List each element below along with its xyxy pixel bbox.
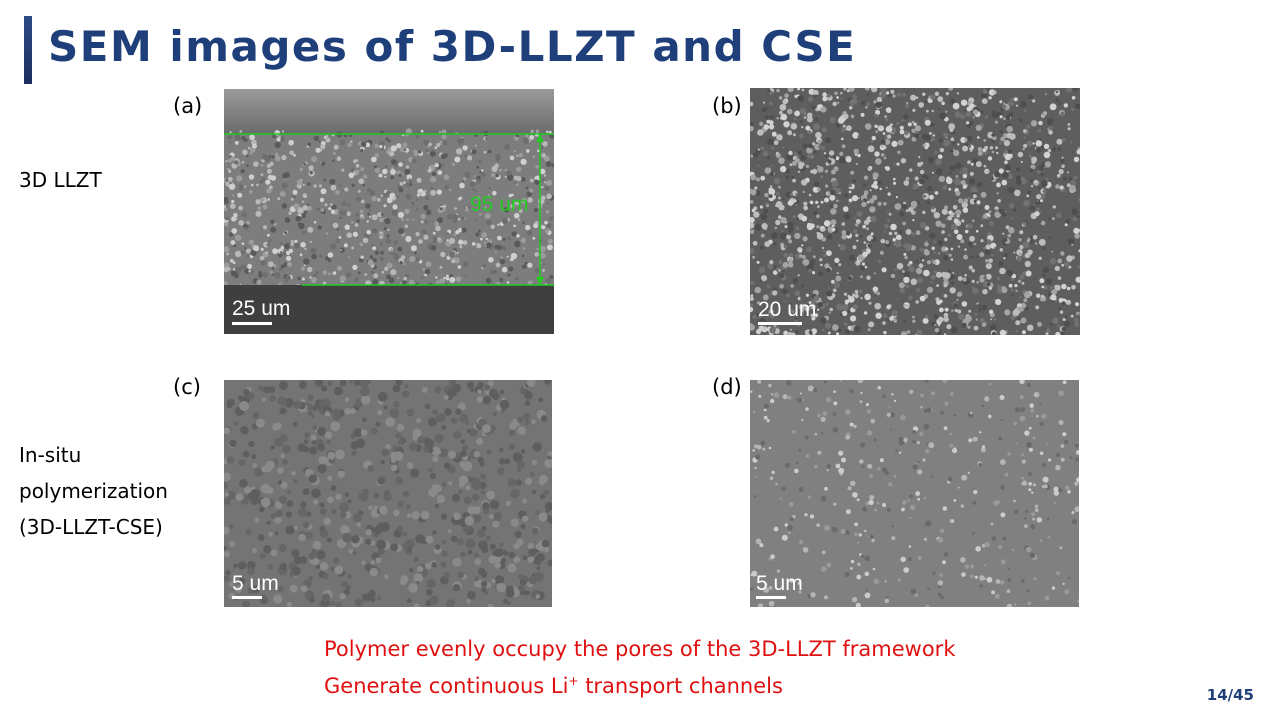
panel-tag-d: (d) — [712, 375, 742, 399]
sem-image-c: 5 um — [224, 380, 552, 607]
panel-tag-c: (c) — [173, 375, 201, 399]
sem-image-b: 20 um — [750, 88, 1080, 335]
scale-bar — [758, 322, 802, 325]
slide-title: SEM images of 3D-LLZT and CSE — [48, 22, 857, 71]
scale-bar — [232, 322, 272, 325]
note-line-2-suffix: transport channels — [578, 674, 783, 698]
note-line-2-prefix: Generate continuous Li — [324, 674, 569, 698]
note-line-1: Polymer evenly occupy the pores of the 3… — [324, 637, 956, 661]
note-line-2: Generate continuous Li+ transport channe… — [324, 674, 783, 698]
sem-image-a: 95 um 25 um — [224, 89, 554, 334]
title-accent-bar — [24, 16, 32, 84]
sem-texture-d — [750, 380, 1079, 607]
row-label-3d-llzt: 3D LLZT — [19, 162, 102, 198]
scale-bar-label: 5 um — [232, 572, 279, 595]
row-label-line: In-situ — [19, 443, 82, 467]
panel-tag-a: (a) — [173, 94, 203, 118]
scale-bar-label: 25 um — [232, 297, 291, 320]
scale-bar — [756, 596, 786, 599]
page-number: 14/45 — [1206, 686, 1254, 704]
thickness-annotation: 95 um — [470, 193, 529, 216]
row-label-line: (3D-LLZT-CSE) — [19, 515, 163, 539]
sem-texture-a — [224, 89, 554, 334]
panel-tag-b: (b) — [712, 94, 742, 118]
row-label-cse: In-situ polymerization (3D-LLZT-CSE) — [19, 437, 168, 545]
sem-texture-b — [750, 88, 1080, 335]
scale-bar-label: 20 um — [758, 298, 817, 321]
sem-texture-c — [224, 380, 552, 607]
scale-bar — [232, 596, 262, 599]
row-label-line: polymerization — [19, 479, 168, 503]
row-label-line: 3D LLZT — [19, 168, 102, 192]
note-line-2-sup: + — [568, 674, 579, 688]
sem-image-d: 5 um — [750, 380, 1079, 607]
scale-bar-label: 5 um — [756, 572, 803, 595]
